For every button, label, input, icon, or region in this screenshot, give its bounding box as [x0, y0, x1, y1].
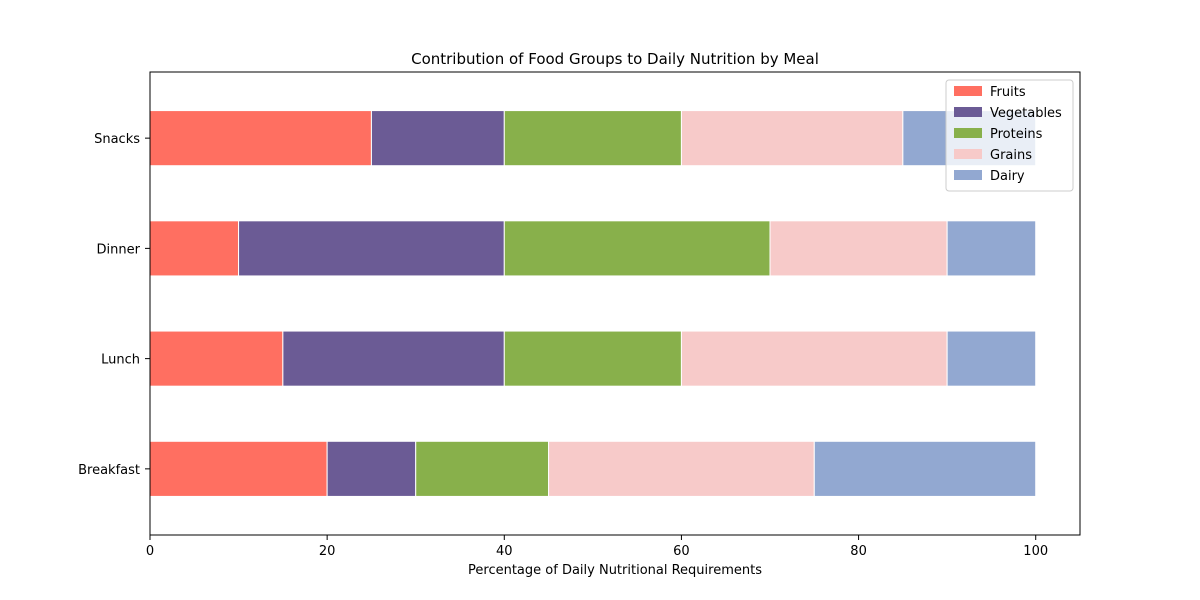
y-tick-label: Dinner — [97, 242, 141, 257]
x-tick-label: 60 — [673, 544, 690, 559]
plot-frame — [149, 71, 1081, 536]
bar-snacks-grains — [680, 110, 904, 167]
bar-breakfast-proteins — [415, 440, 550, 497]
legend-label-fruits: Fruits — [990, 85, 1026, 100]
legend-label-vegetables: Vegetables — [990, 106, 1062, 121]
x-tick-label: 40 — [496, 544, 513, 559]
legend-swatch-proteins — [954, 128, 982, 138]
bar-snacks-proteins — [503, 110, 682, 167]
bar-lunch-fruits — [149, 330, 284, 387]
y-tick-label: Snacks — [94, 132, 140, 147]
bar-lunch-grains — [680, 330, 948, 387]
legend-swatch-fruits — [954, 86, 982, 96]
bar-snacks-vegetables — [370, 110, 505, 167]
bar-dinner-proteins — [503, 220, 771, 277]
bar-snacks-fruits — [149, 110, 372, 167]
bar-dinner-grains — [769, 220, 948, 277]
bar-breakfast-fruits — [149, 440, 328, 497]
bar-breakfast-dairy — [813, 440, 1037, 497]
legend-swatch-dairy — [954, 170, 982, 180]
chart-title: Contribution of Food Groups to Daily Nut… — [411, 50, 819, 68]
y-tick-label: Breakfast — [78, 463, 140, 478]
legend-label-proteins: Proteins — [990, 127, 1043, 142]
x-axis-ticks: 0 20 40 60 80 100 — [146, 535, 1048, 559]
bar-lunch-proteins — [503, 330, 682, 387]
x-axis-label: Percentage of Daily Nutritional Requirem… — [468, 563, 762, 578]
legend-swatch-grains — [954, 149, 982, 159]
bar-lunch-vegetables — [282, 330, 505, 387]
bar-lunch-dairy — [946, 330, 1037, 387]
x-tick-label: 100 — [1023, 544, 1048, 559]
y-axis-ticks: Breakfast Lunch Dinner Snacks — [78, 132, 150, 478]
bars-group — [149, 110, 1037, 497]
bar-breakfast-vegetables — [326, 440, 417, 497]
legend-label-grains: Grains — [990, 148, 1032, 163]
bar-dinner-dairy — [946, 220, 1037, 277]
legend-swatch-vegetables — [954, 107, 982, 117]
legend: Fruits Vegetables Proteins Grains Dairy — [945, 79, 1074, 192]
bar-breakfast-grains — [548, 440, 815, 497]
x-tick-label: 20 — [319, 544, 336, 559]
bar-dinner-vegetables — [238, 220, 505, 277]
x-tick-label: 80 — [850, 544, 867, 559]
x-tick-label: 0 — [146, 544, 154, 559]
legend-label-dairy: Dairy — [990, 169, 1025, 184]
y-tick-label: Lunch — [101, 353, 140, 368]
bar-dinner-fruits — [149, 220, 240, 277]
